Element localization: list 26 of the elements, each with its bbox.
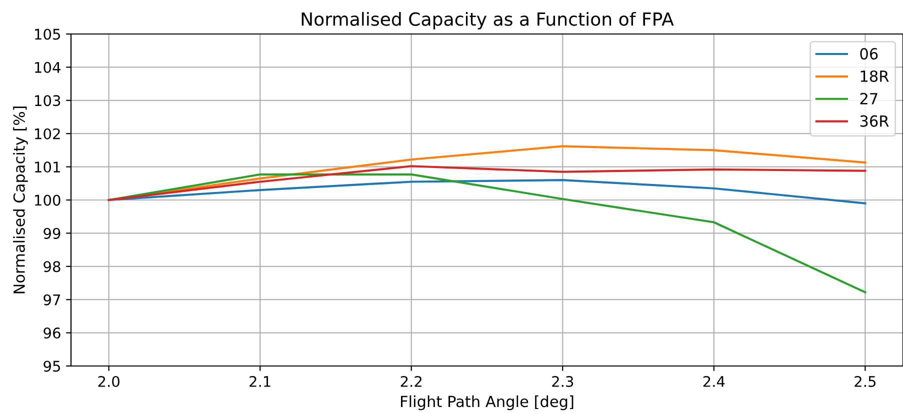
legend-label: 18R xyxy=(860,70,889,82)
line-series xyxy=(108,165,866,202)
y-tick-label: 102 xyxy=(35,128,60,140)
y-tick-label: 99 xyxy=(44,228,60,239)
legend-label: 27 xyxy=(860,92,878,104)
x-tick-label: 2.3 xyxy=(552,376,574,388)
y-tick-label: 103 xyxy=(35,95,60,106)
y-axis-title: Normalised Capacity [%] xyxy=(13,106,28,294)
y-tick-label: 101 xyxy=(35,162,60,173)
x-tick-label: 2.4 xyxy=(703,376,725,387)
legend-label: 06 xyxy=(860,48,878,60)
line-series xyxy=(108,173,866,294)
x-tick-label: 2.0 xyxy=(98,376,120,388)
y-tick-label: 100 xyxy=(35,194,60,206)
y-tick-label: 97 xyxy=(44,294,60,306)
legend-label: 36R xyxy=(860,115,889,127)
x-tick-label: 2.1 xyxy=(250,376,270,387)
y-tick-label: 98 xyxy=(44,261,60,272)
x-axis-title: Flight Path Angle [deg] xyxy=(401,395,574,410)
x-tick-label: 2.5 xyxy=(854,376,876,388)
chart-title: Normalised Capacity as a Function of FPA xyxy=(302,12,674,30)
x-tick-label: 2.2 xyxy=(400,376,422,387)
y-tick-label: 96 xyxy=(44,328,60,339)
y-tick-label: 105 xyxy=(35,28,60,40)
y-tick-label: 95 xyxy=(44,360,60,372)
y-tick-label: 104 xyxy=(35,62,60,73)
